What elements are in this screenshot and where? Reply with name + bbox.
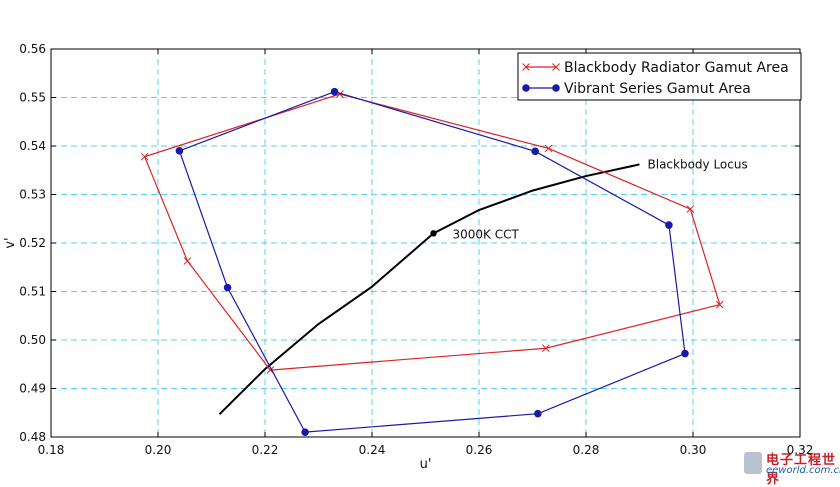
x-tick-label: 0.24 — [359, 443, 386, 457]
y-tick-label: 0.49 — [19, 382, 46, 396]
vibrant-gamut-point — [665, 221, 673, 229]
legend-marker — [552, 84, 560, 92]
legend-entry-blackbody — [522, 63, 560, 71]
vibrant-gamut-point — [681, 349, 689, 358]
legend-entry-vibrant — [522, 84, 560, 92]
x-marker-stroke — [715, 300, 724, 309]
legend-label-vibrant: Vibrant Series Gamut Area — [564, 81, 751, 97]
vibrant-gamut-point — [330, 87, 339, 96]
blackbody-locus-line — [218, 163, 640, 415]
x-marker-stroke — [336, 90, 344, 98]
y-tick-label: 0.54 — [19, 139, 46, 153]
x-marker-stroke — [544, 144, 553, 153]
cct-point — [430, 230, 437, 237]
annotations: Blackbody Locus 3000K CCT — [453, 157, 748, 241]
watermark-logo: 电子工程世界 eeworld.com.cn — [744, 448, 840, 487]
vibrant-gamut-point — [223, 283, 232, 292]
y-tick-label: 0.48 — [19, 430, 46, 444]
legend-marker — [522, 63, 530, 71]
vibrant-gamut-point — [531, 147, 539, 156]
watermark-icon — [744, 452, 762, 474]
blackbody-gamut-point — [140, 152, 149, 161]
blackbody-gamut-point — [183, 257, 192, 265]
x-marker-stroke — [183, 257, 192, 265]
legend: Blackbody Radiator Gamut Area Vibrant Se… — [517, 52, 802, 101]
cct-label: 3000K CCT — [453, 227, 520, 241]
vibrant-gamut-point — [301, 428, 309, 436]
legend-box — [517, 52, 802, 101]
vibrant-gamut-point — [175, 147, 184, 155]
x-marker-stroke — [686, 205, 695, 213]
x-tick-label: 0.32 — [787, 443, 814, 457]
legend-marker — [522, 84, 530, 92]
y-tick-label: 0.50 — [19, 333, 46, 347]
x-tick-label: 0.30 — [680, 443, 707, 457]
blackbody-gamut-point — [544, 144, 553, 153]
watermark-en: eeworld.com.cn — [766, 465, 840, 476]
y-tick-label: 0.52 — [19, 236, 46, 250]
legend-label-blackbody: Blackbody Radiator Gamut Area — [564, 60, 789, 76]
grid — [51, 49, 800, 437]
x-tick-label: 0.18 — [38, 443, 65, 457]
x-tick-label: 0.20 — [145, 443, 172, 457]
y-axis-label: v' — [3, 237, 18, 248]
x-tick-label: 0.22 — [252, 443, 279, 457]
ticks: 0.18 0.20 0.22 0.24 0.26 0.28 0.30 0.32 0.48 0.49… — [19, 42, 813, 457]
blackbody-gamut-point — [715, 300, 724, 309]
series-layer — [140, 87, 724, 436]
x-axis-label: u' — [420, 457, 432, 472]
legend-marker — [552, 63, 560, 71]
y-tick-label: 0.55 — [19, 91, 46, 105]
x-marker-stroke — [552, 63, 560, 71]
x-tick-label: 0.26 — [466, 443, 493, 457]
x-tick-label: 0.28 — [573, 443, 600, 457]
vibrant-gamut-line — [178, 91, 686, 433]
blackbody-gamut-point — [542, 344, 550, 353]
y-tick-label: 0.53 — [19, 188, 46, 202]
x-marker-stroke — [542, 344, 550, 353]
watermark-cn: 电子工程世界 — [766, 453, 837, 487]
x-marker-stroke — [522, 63, 530, 71]
vibrant-gamut-point — [534, 409, 542, 418]
blackbody-gamut-point — [686, 205, 695, 213]
y-tick-label: 0.51 — [19, 285, 46, 299]
x-marker-stroke — [266, 366, 275, 374]
locus-label: Blackbody Locus — [648, 157, 748, 171]
y-tick-label: 0.56 — [19, 42, 46, 56]
x-marker-stroke — [140, 152, 149, 161]
